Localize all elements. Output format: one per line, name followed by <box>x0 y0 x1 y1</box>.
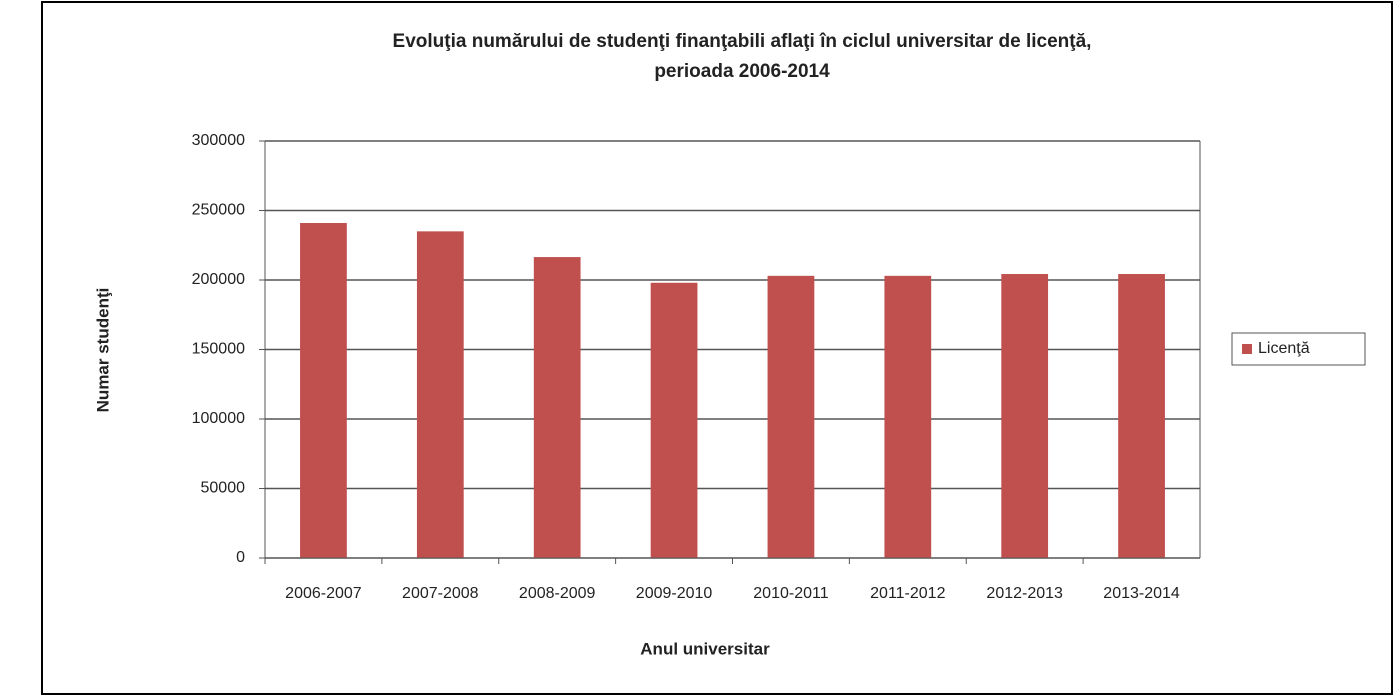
bar <box>1001 274 1049 558</box>
bar <box>884 275 932 558</box>
legend-swatch <box>1242 344 1252 354</box>
bar <box>300 223 347 558</box>
chart-title: Evoluţia numărului de studenţi finanţabi… <box>393 31 1092 52</box>
x-axis-title: Anul universitar <box>640 639 770 658</box>
x-tick-label: 2012-2013 <box>986 585 1063 602</box>
x-tick-label: 2008-2009 <box>519 585 596 602</box>
x-tick-label: 2009-2010 <box>636 585 713 602</box>
y-tick-label: 100000 <box>192 410 245 427</box>
y-tick-label: 0 <box>236 549 245 566</box>
bar <box>533 257 581 558</box>
y-tick-label: 250000 <box>192 202 245 219</box>
legend-box <box>1231 332 1366 366</box>
bar <box>1118 274 1165 558</box>
x-tick-label: 2011-2012 <box>870 585 945 602</box>
x-tick-label: 2013-2014 <box>1103 585 1180 602</box>
bar <box>650 282 698 558</box>
y-tick-label: 300000 <box>192 132 245 149</box>
bar <box>416 231 464 558</box>
bar <box>767 275 815 558</box>
chart-title: perioada 2006-2014 <box>654 61 830 82</box>
x-tick-label: 2006-2007 <box>285 585 362 602</box>
x-tick-label: 2010-2011 <box>753 585 828 602</box>
y-tick-label: 200000 <box>192 271 245 288</box>
y-tick-label: 50000 <box>201 480 246 497</box>
y-tick-label: 150000 <box>192 341 245 358</box>
chart-frame <box>41 1 1393 695</box>
y-axis-title: Numar studenţi <box>93 288 112 413</box>
x-tick-label: 2007-2008 <box>402 585 479 602</box>
legend-label: Licenţă <box>1258 340 1310 357</box>
